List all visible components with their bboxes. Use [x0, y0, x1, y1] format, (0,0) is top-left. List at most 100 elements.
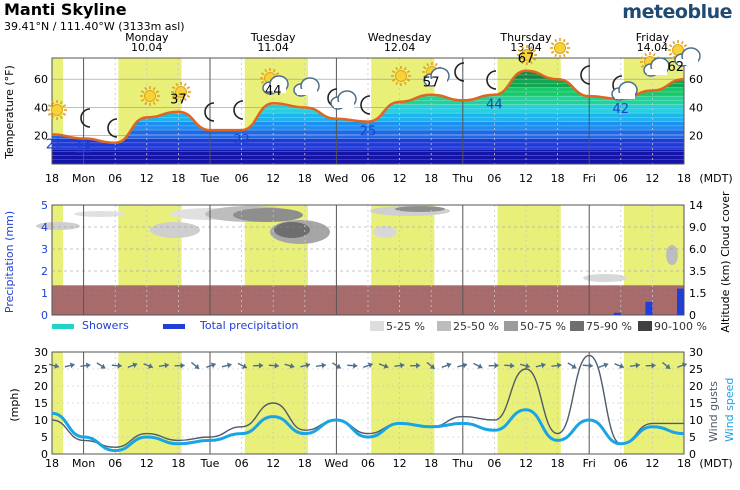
sun-ray [51, 115, 55, 120]
arrow-head [540, 362, 546, 369]
x-tick-label: 06 [235, 172, 249, 185]
cloud-cover-blob [583, 274, 627, 282]
temperature-tick-left: 20 [34, 130, 48, 143]
cloud-cover-legend-label: 25-50 % [453, 320, 499, 333]
x-tick-label: 12 [140, 457, 154, 470]
wind-direction-arrow [96, 362, 106, 369]
cloud-base [615, 93, 635, 99]
x-tick-label: 18 [45, 457, 59, 470]
x-tick-label: Fri [583, 457, 596, 470]
sun-ray [62, 104, 67, 108]
x-tick-label: Thu [451, 457, 473, 470]
arrow-head [571, 363, 577, 369]
sun-disc [554, 42, 566, 54]
arrow-head [665, 363, 671, 369]
panel-frame [51, 204, 685, 316]
wind-direction-arrows [48, 361, 687, 370]
arrow-head [635, 362, 640, 369]
cloud-cover-blob [150, 222, 200, 238]
sun-icon [517, 45, 537, 65]
moon-crescent [580, 65, 591, 85]
showers-legend-label: Showers [82, 319, 129, 332]
altitude-tick: 6.0 [689, 243, 707, 256]
sun-ray [51, 100, 55, 105]
moon-icon [360, 95, 371, 115]
sun-ray [683, 44, 688, 48]
cloud-cover-swatch [504, 321, 518, 331]
x-tick-label: 12 [393, 457, 407, 470]
x-tick-label: 06 [235, 457, 249, 470]
wind-tick-left: 25 [34, 363, 48, 376]
x-tick-label: 12 [645, 172, 659, 185]
panel-frame [51, 351, 685, 455]
arrow-head [117, 362, 122, 369]
cloud-cover-blob [395, 206, 445, 212]
sun-ray [640, 64, 645, 68]
sun-ray [140, 98, 145, 102]
sun-ray [565, 50, 570, 54]
wind-direction-arrow [221, 362, 232, 369]
cloud-icon [423, 67, 450, 87]
sun-ray [183, 97, 187, 102]
sun-icon [391, 66, 411, 86]
x-tick-label: 06 [614, 172, 628, 185]
x-tick-label: Wed [324, 457, 348, 470]
sun-ray [395, 66, 399, 71]
moon-icon [233, 100, 244, 120]
arrow-head [399, 362, 405, 369]
temperature-max-label: 57 [423, 76, 440, 91]
sun-ray [521, 45, 525, 50]
sun-ray [529, 45, 533, 50]
wind-speed-label: Wind speed [723, 378, 736, 442]
arrow-head [69, 362, 75, 369]
sun-ray [144, 86, 148, 91]
sun-ray [550, 50, 555, 54]
wind-direction-arrow [457, 362, 468, 369]
time-zone-label: (MDT) [699, 457, 732, 470]
sun-icon [550, 38, 570, 58]
wind-direction-arrow [80, 362, 91, 369]
precipitation-axis: 0 1 2 3 4 5 14 9.0 6.0 3.5 1.5 0 [41, 199, 707, 322]
sun-ray [554, 38, 558, 43]
x-tick-label: 18 [424, 172, 438, 185]
wind-direction-arrow [300, 362, 311, 369]
arrow-head [588, 362, 593, 369]
sun-ray [175, 82, 179, 87]
temperature-max-label: 67 [518, 52, 535, 67]
cloud-cover-blob [36, 222, 80, 230]
wind-tick-right: 30 [689, 346, 703, 359]
sun-ray [517, 49, 522, 53]
altitude-tick: 3.5 [689, 265, 707, 278]
wind-direction-arrow [677, 362, 687, 369]
cloud-base [297, 89, 317, 95]
meteoblue-logo[interactable]: meteoblue [622, 1, 732, 23]
sun-ray [532, 57, 537, 61]
moon-icon [107, 118, 118, 138]
wind-direction-arrow [378, 363, 389, 369]
moon-icon [80, 108, 91, 128]
precipitation-axis-label: Precipitation (mm) [3, 211, 16, 313]
sun-ray [186, 86, 191, 90]
x-tick-label: 06 [108, 172, 122, 185]
arrow-head [54, 362, 59, 369]
temperature-min-label: 21 [46, 137, 63, 152]
sun-ray [652, 52, 656, 57]
x-tick-label: 12 [645, 457, 659, 470]
x-tick-label: Thu [451, 172, 473, 185]
precipitation-tick: 4 [41, 221, 48, 234]
arrow-head [335, 363, 341, 369]
sun-ray [554, 53, 558, 58]
arrow-head [274, 362, 279, 369]
wind-direction-arrow [143, 363, 154, 369]
arrow-head [148, 363, 153, 369]
wind-tick-left: 30 [34, 346, 48, 359]
wind-axis-label: (mph) [8, 388, 21, 421]
wind-direction-arrow [519, 362, 531, 369]
altitude-tick: 1.5 [689, 287, 707, 300]
temperature-min-label: 22 [233, 133, 250, 148]
day-band [52, 205, 64, 315]
day-name-label: Monday [125, 31, 169, 44]
x-tick-label: 18 [551, 457, 565, 470]
sun-ray [144, 101, 148, 106]
